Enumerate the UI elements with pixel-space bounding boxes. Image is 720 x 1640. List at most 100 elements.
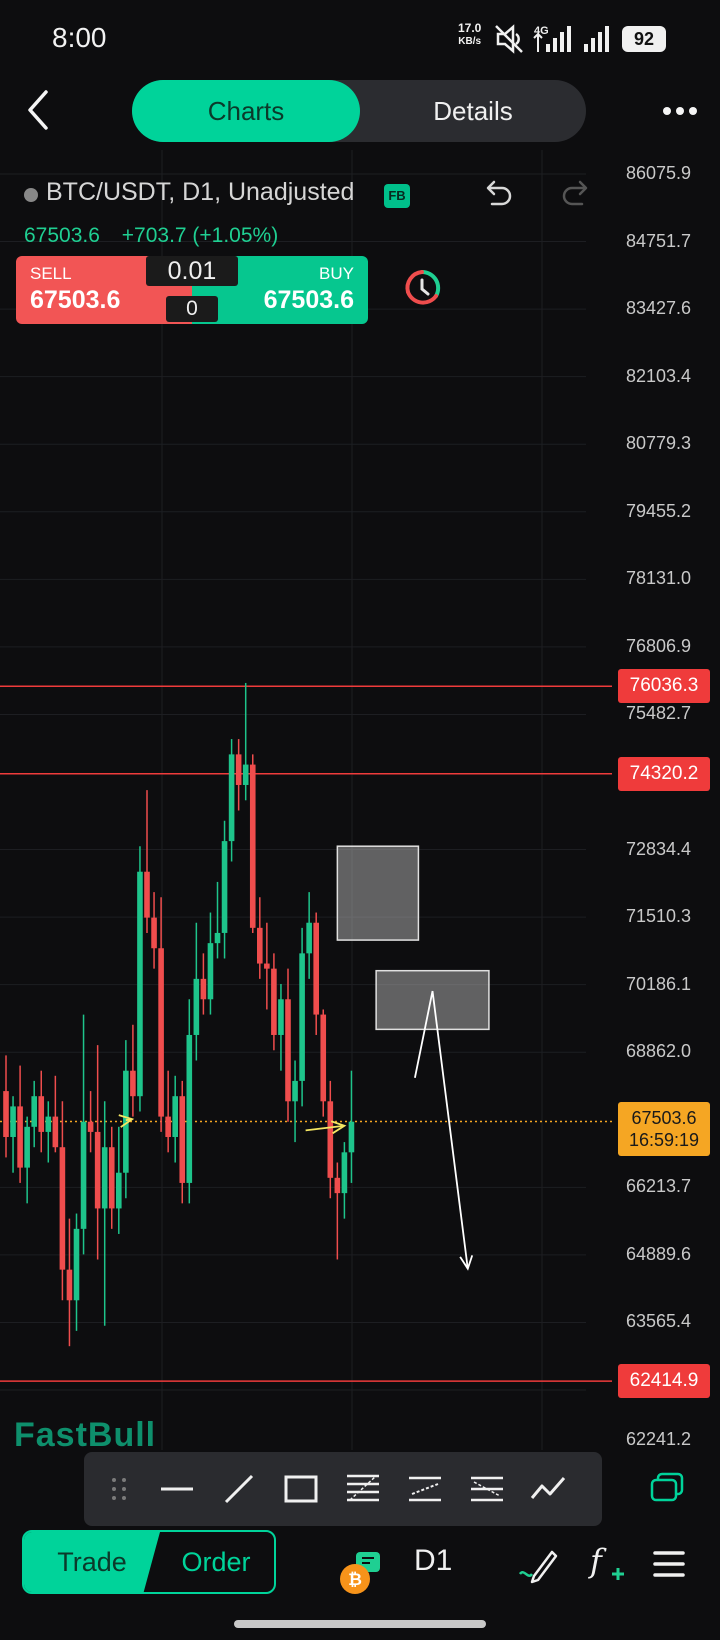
candle-body <box>31 1096 37 1127</box>
candle-body <box>306 922 312 954</box>
candle-countdown: 16:59:19 <box>628 1129 700 1150</box>
candle-body <box>101 1147 108 1209</box>
sell-price: 67503.6 <box>30 286 121 314</box>
arrow-line <box>414 990 469 1269</box>
view-segmented-control: Charts Details <box>132 80 586 142</box>
parallel-channel-icon[interactable] <box>404 1468 446 1510</box>
arrow-head <box>118 1114 135 1128</box>
fib-retracement-icon[interactable] <box>342 1468 384 1510</box>
spread-value: 0 <box>166 296 218 322</box>
candle-body <box>313 922 319 1015</box>
status-bar: 8:00 17.0 KB/s 4G 92 <box>0 0 720 80</box>
timeframe-selector[interactable]: D1 <box>414 1544 453 1577</box>
price-tick-label: 76806.9 <box>626 635 692 656</box>
status-icons: 4G <box>495 24 609 54</box>
price-change: +703.7 (+1.05%) <box>121 224 279 247</box>
candle-body <box>158 948 164 1117</box>
current-price-value: 67503.6 <box>631 1107 697 1128</box>
candle-body <box>108 1147 115 1209</box>
candle-body <box>151 917 157 949</box>
candle-body <box>179 1096 186 1183</box>
candle-body <box>278 999 284 1035</box>
status-time: 8:00 <box>52 22 107 53</box>
candle-body <box>144 871 150 918</box>
price-tick-label: 75482.7 <box>626 703 692 724</box>
price-tick-label: 72834.4 <box>626 838 692 859</box>
price-tick-label: 78131.0 <box>626 568 692 589</box>
bitcoin-coin-icon[interactable]: ₿ <box>338 1550 384 1596</box>
horizontal-line-icon[interactable] <box>156 1468 198 1510</box>
candle-body <box>123 1070 129 1173</box>
draw-pen-icon[interactable] <box>518 1544 558 1584</box>
countdown-timer-icon[interactable] <box>400 266 444 310</box>
candle-body <box>24 1126 30 1168</box>
fib-fan-icon[interactable] <box>466 1468 508 1510</box>
undo-icon[interactable] <box>480 176 514 210</box>
candle-body <box>228 754 235 842</box>
candle-body <box>172 1096 178 1138</box>
drawing-toolbar <box>84 1452 602 1526</box>
price-tick-label: 84751.7 <box>626 230 692 251</box>
price-tick-label: 83427.6 <box>626 298 692 319</box>
signal-icon <box>584 26 609 52</box>
order-button[interactable]: Order <box>181 1547 251 1577</box>
candle-body <box>200 978 207 1000</box>
candle-body <box>38 1096 45 1132</box>
home-indicator <box>234 1620 486 1628</box>
polyline-icon[interactable] <box>528 1468 570 1510</box>
tab-charts[interactable]: Charts <box>132 80 360 142</box>
level-price-tag[interactable]: 76036.3 <box>618 669 710 704</box>
trade-button[interactable]: Trade <box>24 1532 160 1592</box>
quick-trade-panel: SELL 67503.6 BUY 67503.6 0.01 0 <box>16 256 368 324</box>
fastbull-watermark: FastBull <box>14 1416 157 1454</box>
fb-badge: FB <box>384 184 410 208</box>
candle-body <box>3 1091 9 1138</box>
price-tick-label: 82103.4 <box>626 365 692 386</box>
candle-body <box>45 1116 52 1132</box>
nav-bar: Charts Details <box>0 78 720 144</box>
arrow-head <box>459 1255 474 1271</box>
price-tick-label: 62241.2 <box>626 1429 692 1449</box>
battery-indicator: 92 <box>622 26 666 52</box>
candle-body <box>87 1121 94 1132</box>
symbol-title: BTC/USDT, D1, Unadjusted <box>46 178 355 206</box>
candle-body <box>207 943 214 1000</box>
candle-body <box>193 978 200 1035</box>
indicator-fx-icon[interactable]: f <box>588 1540 628 1586</box>
more-dots-icon[interactable] <box>660 96 700 126</box>
network-speed-unit: KB/s <box>458 36 482 47</box>
sell-button[interactable]: SELL 67503.6 <box>16 256 192 324</box>
last-price: 67503.6 <box>24 224 100 247</box>
candle-body <box>94 1131 101 1209</box>
mute-icon <box>495 24 523 54</box>
price-tick-label: 63565.4 <box>626 1311 692 1332</box>
lot-size-input[interactable]: 0.01 <box>146 256 238 286</box>
tab-details[interactable]: Details <box>433 96 513 126</box>
layers-icon[interactable] <box>648 1470 688 1506</box>
redo-icon[interactable] <box>560 176 594 210</box>
level-price-tag[interactable]: 62414.9 <box>618 1364 710 1399</box>
menu-icon[interactable] <box>652 1548 686 1580</box>
svg-text:f: f <box>588 1542 607 1580</box>
price-tick-label: 68862.0 <box>626 1041 692 1062</box>
network-speed: 17.0 KB/s <box>458 22 481 48</box>
price-tick-label: 71510.3 <box>626 906 692 927</box>
candle-body <box>52 1116 59 1148</box>
candle-body <box>73 1228 80 1301</box>
drag-handle-icon[interactable] <box>98 1468 140 1510</box>
symbol-status-dot <box>24 188 38 202</box>
rectangle-icon[interactable] <box>280 1468 322 1510</box>
zone-rectangle <box>375 969 490 1031</box>
candle-body <box>320 1014 327 1102</box>
candlestick-chart[interactable] <box>0 150 720 1450</box>
candle-body <box>292 1080 298 1102</box>
candle-body <box>221 841 228 933</box>
candle-body <box>235 754 242 785</box>
trade-order-toggle: Trade Order <box>22 1530 276 1594</box>
trend-line-icon[interactable] <box>218 1468 260 1510</box>
candle-body <box>17 1106 23 1168</box>
candle-body <box>242 764 249 785</box>
back-chevron-icon[interactable] <box>18 82 60 138</box>
candle-body <box>214 932 221 944</box>
level-price-tag[interactable]: 74320.2 <box>618 756 710 791</box>
